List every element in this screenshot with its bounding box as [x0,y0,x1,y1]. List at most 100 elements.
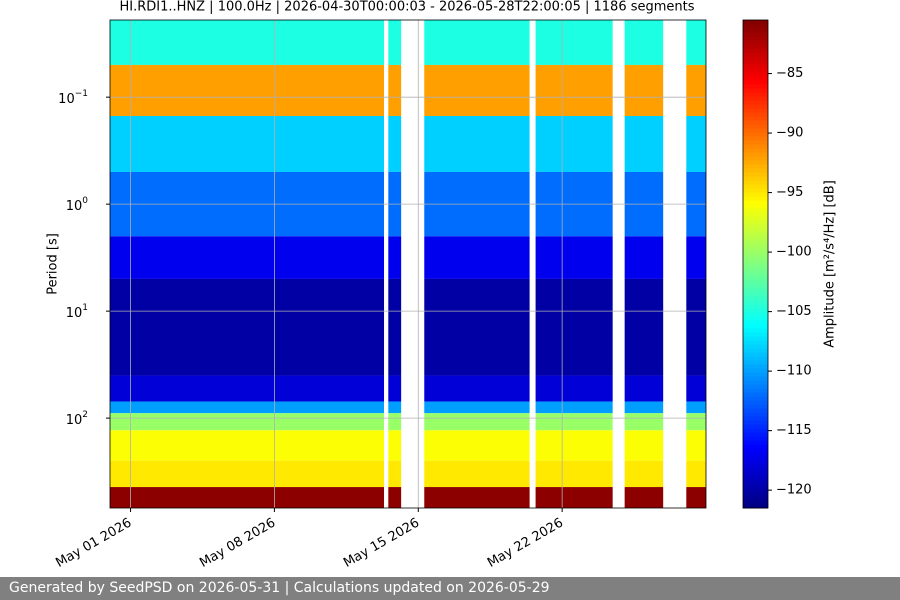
colorbar-step [743,460,768,465]
spectrogram-cell [624,460,664,488]
colorbar-step [743,332,768,337]
colorbar-step [743,212,768,217]
colorbar-step [743,32,768,37]
colorbar-step [743,428,768,433]
y-tick-exponent: −1 [75,89,88,99]
colorbar-step [743,500,768,505]
colorbar-step [743,468,768,473]
x-tick-label: May 15 2026 [341,516,422,571]
colorbar-step [743,52,768,57]
y-tick-base: 10 [66,199,83,214]
colorbar-step [743,304,768,309]
colorbar-tick-label: −100 [776,245,812,260]
spectrogram-cell [535,64,613,117]
colorbar-step [743,496,768,501]
colorbar-step [743,60,768,65]
colorbar-step [743,340,768,345]
spectrogram-cell [424,375,530,402]
colorbar-step [743,480,768,485]
colorbar-step [743,176,768,181]
spectrogram-cell [424,278,530,376]
plot-frame [109,19,707,509]
colorbar-step [743,188,768,193]
colorbar-tick-label: −105 [776,304,812,319]
spectrogram-cell [110,413,385,431]
spectrogram-cell [624,375,664,402]
colorbar-step [743,236,768,241]
colorbar-step [743,388,768,393]
colorbar-step [743,120,768,125]
colorbar-step [743,72,768,77]
spectrogram-cell [535,487,613,508]
colorbar-step [743,208,768,213]
colorbar-step [743,132,768,137]
spectrogram-cell [110,64,385,117]
spectrogram-cell [686,64,706,117]
spectrogram-cell [535,401,613,414]
spectrogram-cell [388,116,402,172]
colorbar-step [743,292,768,297]
spectrogram-cell [686,278,706,376]
colorbar-step [743,288,768,293]
spectrogram-cell [388,375,402,402]
spectrogram-cell [424,236,530,279]
colorbar-tick-label: −120 [776,483,812,498]
colorbar-step [743,36,768,41]
spectrogram-cell [110,116,385,172]
colorbar-step [743,504,768,509]
spectrogram-cell [686,20,706,65]
colorbar-step [743,472,768,477]
colorbar-step [743,260,768,265]
colorbar-step [743,224,768,229]
colorbar-step [743,68,768,73]
spectrogram-cell [535,278,613,376]
colorbar-step [743,252,768,257]
colorbar-step [743,144,768,149]
colorbar-step [743,320,768,325]
y-tick-label: 10−1 [58,89,88,107]
y-tick-label: 100 [66,196,89,214]
colorbar-step [743,356,768,361]
chart-title: HI.RDI1..HNZ | 100.0Hz | 2026-04-30T00:0… [119,0,694,15]
colorbar-step [743,360,768,365]
y-tick-base: 10 [58,92,75,107]
colorbar-step [743,484,768,489]
colorbar-step [743,404,768,409]
spectrogram-cell [388,20,402,65]
colorbar-step [743,64,768,69]
colorbar-step [743,352,768,357]
colorbar-step [743,392,768,397]
colorbar-step [743,220,768,225]
colorbar-step [743,372,768,377]
chart: HI.RDI1..HNZ | 100.0Hz | 2026-04-30T00:0… [46,0,838,571]
colorbar-step [743,348,768,353]
colorbar-step [743,464,768,469]
spectrogram-cell [388,413,402,431]
spectrogram-cell [624,430,664,461]
colorbar-step [743,136,768,141]
spectrogram-cell [110,20,385,65]
footer: Generated by SeedPSD on 2026-05-31 | Cal… [0,577,900,600]
spectrogram-cell [424,116,530,172]
colorbar-step [743,344,768,349]
x-tick-label: May 01 2026 [53,516,134,571]
colorbar-step [743,204,768,209]
colorbar-step [743,148,768,153]
colorbar-step [743,420,768,425]
spectrogram-cell [686,116,706,172]
colorbar-step [743,240,768,245]
colorbar-step [743,268,768,273]
colorbar-step [743,104,768,109]
colorbar-step [743,432,768,437]
colorbar-step [743,28,768,33]
spectrogram-cell [686,487,706,508]
colorbar-step [743,264,768,269]
spectrogram-cell [624,278,664,376]
spectrogram-cell [388,487,402,508]
colorbar-step [743,424,768,429]
colorbar-step [743,116,768,121]
colorbar-step [743,108,768,113]
colorbar-step [743,284,768,289]
spectrogram-cell [424,20,530,65]
spectrogram-cell [624,64,664,117]
